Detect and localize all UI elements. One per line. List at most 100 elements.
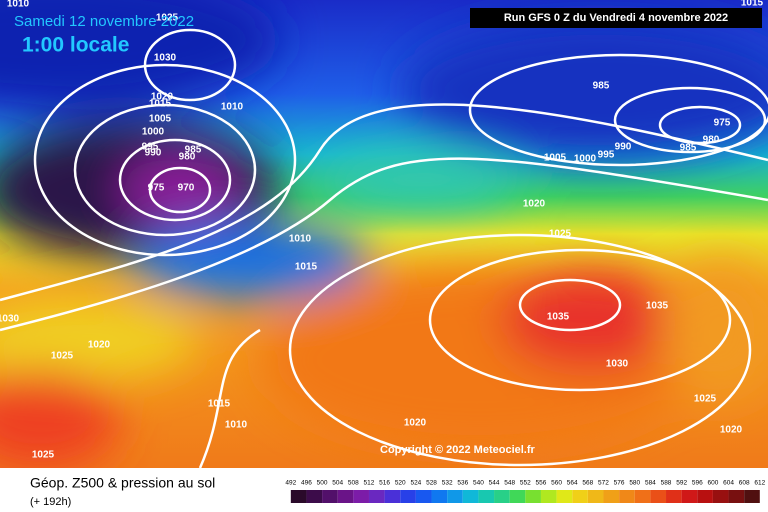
scale-swatch xyxy=(525,490,541,503)
isobar-label: 1030 xyxy=(154,53,177,64)
scale-label: 520 xyxy=(395,480,406,487)
scale-label: 496 xyxy=(301,480,312,487)
scale-swatch xyxy=(681,490,698,503)
isobar-label: 1000 xyxy=(142,127,165,138)
scale-label: 580 xyxy=(629,480,640,487)
isobar-label: 995 xyxy=(598,150,615,161)
scale-swatch xyxy=(712,490,729,503)
scale-swatch xyxy=(509,490,526,503)
isobar-label: 975 xyxy=(714,118,731,129)
scale-swatch xyxy=(478,490,495,503)
scale-swatch xyxy=(415,490,432,503)
scale-label: 592 xyxy=(676,480,687,487)
scale-label: 516 xyxy=(379,480,390,487)
isobar-label: 1030 xyxy=(0,314,20,325)
isobar-label: 1010 xyxy=(289,234,312,245)
scale-label: 564 xyxy=(567,480,578,487)
isobar-label: 1015 xyxy=(295,262,318,273)
scale-label: 556 xyxy=(536,480,547,487)
scale-label: 504 xyxy=(332,480,343,487)
isobar-label: 1015 xyxy=(741,0,764,9)
isobar-label: 1020 xyxy=(151,92,174,103)
scale-label: 512 xyxy=(364,480,375,487)
scale-label: 568 xyxy=(582,480,593,487)
scale-label: 544 xyxy=(489,480,500,487)
scale-label: 548 xyxy=(504,480,515,487)
scale-swatch xyxy=(494,490,510,503)
scale-swatch xyxy=(619,490,635,503)
scale-swatch xyxy=(697,490,713,503)
scale-label: 528 xyxy=(426,480,437,487)
scale-swatch xyxy=(556,490,573,503)
isobar-label: 1025 xyxy=(32,450,55,461)
isobar-label: 1005 xyxy=(544,153,567,164)
scale-swatch xyxy=(306,490,323,503)
isobar-label: 1020 xyxy=(720,425,743,436)
run-info: Run GFS 0 Z du Vendredi 4 novembre 2022 xyxy=(504,12,728,24)
scale-label: 540 xyxy=(473,480,484,487)
isobar-label: 1005 xyxy=(149,114,172,125)
isobar-label: 1015 xyxy=(208,399,231,410)
scale-swatch xyxy=(368,490,385,503)
isobar-label: 1025 xyxy=(549,229,572,240)
isobar-label: 985 xyxy=(680,143,697,154)
isobar-label: 1010 xyxy=(225,420,248,431)
scale-swatch xyxy=(353,490,369,503)
footer-lead: (+ 192h) xyxy=(30,496,71,508)
scale-label: 584 xyxy=(645,480,656,487)
time: 1:00 locale xyxy=(22,34,129,57)
scale-label: 576 xyxy=(614,480,625,487)
scale-swatch xyxy=(290,490,307,503)
isobar-label: 1010 xyxy=(7,0,30,10)
isobar-label: 1025 xyxy=(156,13,179,24)
isobar-label: 1000 xyxy=(574,154,597,165)
isobar-label: 985 xyxy=(593,81,610,92)
isobar-label: 995 xyxy=(142,142,159,153)
scale-label: 588 xyxy=(661,480,672,487)
isobar-label: 990 xyxy=(145,148,162,159)
isobar-label: 1030 xyxy=(606,359,629,370)
scale-swatch xyxy=(634,490,651,503)
scale-label: 600 xyxy=(707,480,718,487)
scale-swatch xyxy=(650,490,667,503)
scale-label: 532 xyxy=(442,480,453,487)
date: Samedi 12 novembre 2022 xyxy=(14,13,194,30)
footer-title: Géop. Z500 & pression au sol xyxy=(30,475,215,491)
scale-label: 508 xyxy=(348,480,359,487)
scale-swatch xyxy=(728,490,745,503)
scale-label: 608 xyxy=(739,480,750,487)
scale-swatch xyxy=(666,490,682,503)
isobar-label: 980 xyxy=(703,135,720,146)
isobar-label: 1020 xyxy=(88,340,111,351)
scale-swatch xyxy=(384,490,401,503)
isobar-label: 1025 xyxy=(694,394,717,405)
scale-swatch xyxy=(540,490,557,503)
run-box xyxy=(470,8,762,28)
scale-label: 500 xyxy=(317,480,328,487)
isobar-label: 1010 xyxy=(221,102,244,113)
copyright: Copyright © 2022 Meteociel.fr xyxy=(380,444,536,456)
scale-label: 596 xyxy=(692,480,703,487)
scale-swatch xyxy=(744,490,760,503)
scale-label: 524 xyxy=(410,480,421,487)
scale-swatch xyxy=(400,490,416,503)
scale-swatch xyxy=(603,490,620,503)
isobar-label: 970 xyxy=(178,183,195,194)
scale-swatch xyxy=(337,490,354,503)
isobar-label: 1025 xyxy=(51,351,74,362)
scale-label: 604 xyxy=(723,480,734,487)
scale-swatch xyxy=(322,490,338,503)
scale-label: 612 xyxy=(754,480,765,487)
isobar-label: 1020 xyxy=(404,418,427,429)
scale-label: 552 xyxy=(520,480,531,487)
scale-swatch xyxy=(572,490,588,503)
scale-label: 536 xyxy=(457,480,468,487)
scale-swatch xyxy=(587,490,604,503)
isobar-label: 975 xyxy=(148,183,165,194)
isobar-label: 1035 xyxy=(646,301,669,312)
scale-swatch xyxy=(431,490,448,503)
scale-swatch xyxy=(447,490,463,503)
